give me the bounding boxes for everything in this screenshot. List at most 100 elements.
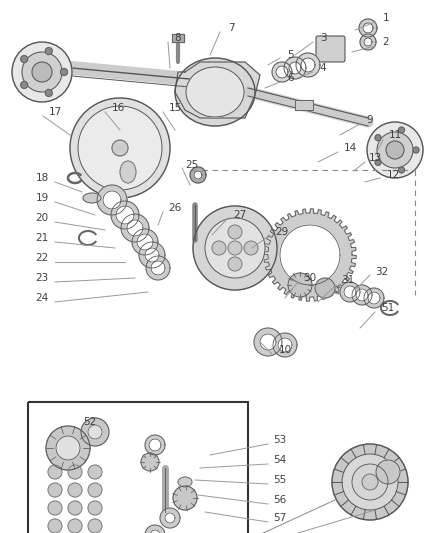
Circle shape — [315, 278, 335, 298]
Circle shape — [21, 55, 28, 62]
Circle shape — [244, 241, 258, 255]
Ellipse shape — [83, 193, 101, 203]
Text: 57: 57 — [273, 513, 286, 523]
Text: 56: 56 — [273, 495, 286, 505]
Circle shape — [288, 273, 312, 297]
Polygon shape — [278, 338, 292, 352]
Polygon shape — [149, 439, 161, 451]
Circle shape — [193, 206, 277, 290]
Circle shape — [399, 127, 404, 133]
Polygon shape — [363, 23, 373, 33]
Polygon shape — [97, 185, 127, 215]
Bar — [295, 100, 313, 110]
Polygon shape — [127, 220, 143, 236]
Polygon shape — [360, 34, 376, 50]
Polygon shape — [301, 58, 315, 72]
Text: 5: 5 — [288, 50, 294, 60]
Polygon shape — [116, 206, 134, 224]
Text: 17: 17 — [48, 107, 62, 117]
Polygon shape — [160, 508, 180, 528]
Polygon shape — [146, 256, 170, 280]
Polygon shape — [273, 333, 297, 357]
Polygon shape — [296, 53, 320, 77]
Circle shape — [228, 225, 242, 239]
Text: 29: 29 — [276, 227, 289, 237]
Polygon shape — [280, 225, 340, 285]
Bar — [172, 34, 184, 42]
Circle shape — [70, 98, 170, 198]
Polygon shape — [264, 209, 356, 301]
Circle shape — [60, 69, 67, 76]
Circle shape — [56, 436, 80, 460]
Polygon shape — [368, 292, 380, 304]
Circle shape — [68, 501, 82, 515]
Polygon shape — [260, 334, 276, 350]
Circle shape — [68, 465, 82, 479]
Text: 53: 53 — [273, 435, 286, 445]
Text: 22: 22 — [35, 253, 49, 263]
Text: 1: 1 — [383, 13, 389, 23]
Text: 2: 2 — [383, 37, 389, 47]
Text: 9: 9 — [367, 115, 373, 125]
Circle shape — [205, 218, 265, 278]
Polygon shape — [344, 286, 356, 298]
Circle shape — [48, 483, 62, 497]
Text: 30: 30 — [304, 273, 317, 283]
Circle shape — [78, 106, 162, 190]
Circle shape — [48, 501, 62, 515]
Circle shape — [352, 464, 388, 500]
Text: 19: 19 — [35, 193, 49, 203]
Circle shape — [45, 47, 52, 54]
Ellipse shape — [178, 477, 192, 487]
Text: 16: 16 — [111, 103, 125, 113]
Circle shape — [377, 132, 413, 168]
Text: 3: 3 — [320, 33, 326, 43]
Bar — [172, 34, 184, 42]
Text: 31: 31 — [341, 275, 355, 285]
Circle shape — [228, 241, 242, 255]
Polygon shape — [190, 167, 206, 183]
Polygon shape — [165, 513, 175, 523]
Circle shape — [88, 483, 102, 497]
Text: 15: 15 — [168, 103, 182, 113]
Circle shape — [141, 453, 159, 471]
Circle shape — [376, 460, 400, 484]
Circle shape — [332, 444, 408, 520]
Text: 11: 11 — [389, 130, 402, 140]
Polygon shape — [145, 435, 165, 455]
Polygon shape — [289, 62, 301, 74]
Polygon shape — [111, 201, 139, 229]
Polygon shape — [359, 19, 377, 37]
Ellipse shape — [175, 58, 255, 126]
Polygon shape — [145, 248, 159, 262]
Circle shape — [68, 483, 82, 497]
Text: 18: 18 — [35, 173, 49, 183]
Bar — [28, 402, 248, 533]
Polygon shape — [132, 229, 158, 255]
Text: 6: 6 — [288, 73, 294, 83]
Circle shape — [48, 519, 62, 533]
Circle shape — [375, 135, 381, 141]
Text: 25: 25 — [185, 160, 198, 170]
Text: 7: 7 — [228, 23, 234, 33]
Polygon shape — [276, 66, 288, 78]
Polygon shape — [352, 285, 372, 305]
Text: 23: 23 — [35, 273, 49, 283]
Text: 26: 26 — [168, 203, 182, 213]
Polygon shape — [145, 525, 165, 533]
Circle shape — [81, 418, 109, 446]
Circle shape — [32, 62, 52, 82]
Polygon shape — [254, 328, 282, 356]
Circle shape — [362, 474, 378, 490]
Text: 24: 24 — [35, 293, 49, 303]
Circle shape — [68, 519, 82, 533]
Circle shape — [46, 426, 90, 470]
Polygon shape — [364, 288, 384, 308]
Polygon shape — [284, 57, 306, 79]
Circle shape — [375, 159, 381, 165]
Text: 20: 20 — [35, 213, 49, 223]
Polygon shape — [175, 62, 260, 118]
Polygon shape — [137, 234, 153, 250]
Circle shape — [45, 90, 52, 96]
Polygon shape — [364, 38, 372, 46]
